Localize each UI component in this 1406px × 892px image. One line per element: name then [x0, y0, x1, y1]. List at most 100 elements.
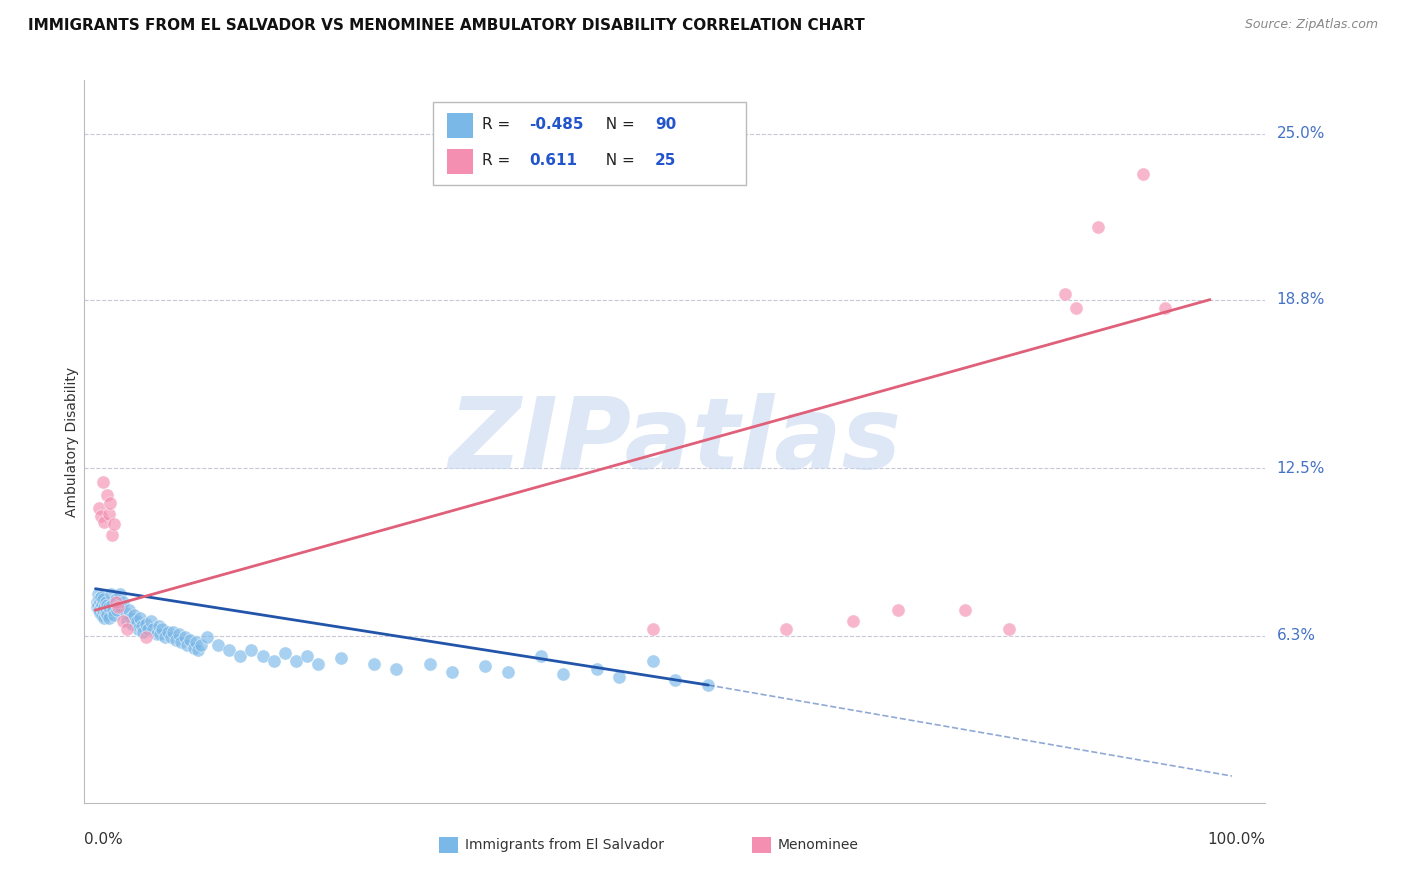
- Point: [607, 670, 630, 684]
- FancyBboxPatch shape: [433, 102, 745, 185]
- Point: [295, 648, 318, 663]
- Point: [173, 630, 195, 644]
- Point: [97, 600, 120, 615]
- Point: [148, 619, 170, 633]
- Point: [97, 611, 120, 625]
- Point: [108, 587, 131, 601]
- Point: [112, 595, 135, 609]
- Point: [664, 673, 686, 687]
- Point: [115, 622, 138, 636]
- Point: [207, 638, 229, 652]
- Text: 90: 90: [655, 117, 676, 132]
- Point: [183, 640, 205, 655]
- Point: [90, 590, 112, 604]
- Point: [274, 646, 297, 660]
- Text: Source: ZipAtlas.com: Source: ZipAtlas.com: [1244, 18, 1378, 31]
- Text: 12.5%: 12.5%: [1277, 461, 1324, 475]
- Text: 18.8%: 18.8%: [1277, 293, 1324, 307]
- Text: Immigrants from El Salvador: Immigrants from El Salvador: [464, 838, 664, 852]
- Point: [474, 659, 496, 673]
- Text: ZIPatlas: ZIPatlas: [449, 393, 901, 490]
- Point: [103, 603, 125, 617]
- Point: [107, 600, 129, 615]
- Point: [179, 632, 201, 647]
- Point: [441, 665, 464, 679]
- Point: [101, 598, 124, 612]
- Point: [87, 603, 110, 617]
- Point: [1087, 220, 1109, 235]
- Point: [146, 627, 169, 641]
- Point: [953, 603, 976, 617]
- Text: R =: R =: [482, 117, 516, 132]
- Point: [697, 678, 720, 692]
- Bar: [447, 112, 472, 138]
- Point: [93, 611, 115, 625]
- Point: [89, 606, 111, 620]
- Point: [329, 651, 352, 665]
- Text: 25.0%: 25.0%: [1277, 127, 1324, 141]
- Point: [94, 595, 117, 609]
- Point: [586, 662, 609, 676]
- Point: [553, 667, 575, 681]
- Point: [167, 627, 190, 641]
- Point: [190, 638, 212, 652]
- Point: [240, 643, 263, 657]
- Bar: [439, 838, 457, 854]
- Point: [87, 587, 110, 601]
- Point: [97, 507, 120, 521]
- Point: [91, 475, 114, 489]
- Point: [170, 635, 193, 649]
- Point: [496, 665, 519, 679]
- Point: [86, 600, 108, 615]
- Text: 100.0%: 100.0%: [1208, 831, 1265, 847]
- Point: [91, 608, 114, 623]
- Point: [91, 603, 114, 617]
- Point: [285, 654, 308, 668]
- Point: [998, 622, 1021, 636]
- Text: 25: 25: [655, 153, 676, 168]
- Point: [141, 614, 163, 628]
- Point: [187, 643, 209, 657]
- Point: [105, 603, 128, 617]
- Point: [775, 622, 797, 636]
- Point: [96, 608, 118, 623]
- Text: Menominee: Menominee: [778, 838, 859, 852]
- Point: [165, 632, 187, 647]
- Text: IMMIGRANTS FROM EL SALVADOR VS MENOMINEE AMBULATORY DISABILITY CORRELATION CHART: IMMIGRANTS FROM EL SALVADOR VS MENOMINEE…: [28, 18, 865, 33]
- Point: [641, 622, 664, 636]
- Point: [184, 635, 207, 649]
- Text: 6.3%: 6.3%: [1277, 628, 1316, 643]
- Point: [129, 611, 152, 625]
- Point: [118, 603, 141, 617]
- Point: [91, 592, 114, 607]
- Point: [195, 630, 218, 644]
- Point: [842, 614, 865, 628]
- Point: [252, 648, 274, 663]
- Point: [149, 627, 172, 641]
- Point: [94, 606, 117, 620]
- Point: [135, 616, 157, 631]
- Text: N =: N =: [596, 117, 640, 132]
- Point: [98, 496, 121, 510]
- Point: [886, 603, 908, 617]
- Point: [93, 515, 115, 529]
- Point: [1053, 287, 1076, 301]
- Text: 0.611: 0.611: [530, 153, 578, 168]
- Point: [132, 624, 155, 639]
- Point: [263, 654, 285, 668]
- Text: R =: R =: [482, 153, 520, 168]
- Point: [160, 630, 183, 644]
- Point: [135, 630, 157, 644]
- Point: [121, 616, 143, 631]
- Point: [115, 614, 138, 628]
- Point: [307, 657, 329, 671]
- Point: [385, 662, 408, 676]
- Point: [86, 595, 108, 609]
- Point: [218, 643, 240, 657]
- Point: [1154, 301, 1177, 315]
- Point: [96, 598, 118, 612]
- Text: N =: N =: [596, 153, 640, 168]
- Point: [107, 598, 129, 612]
- Point: [103, 608, 125, 623]
- Point: [125, 614, 148, 628]
